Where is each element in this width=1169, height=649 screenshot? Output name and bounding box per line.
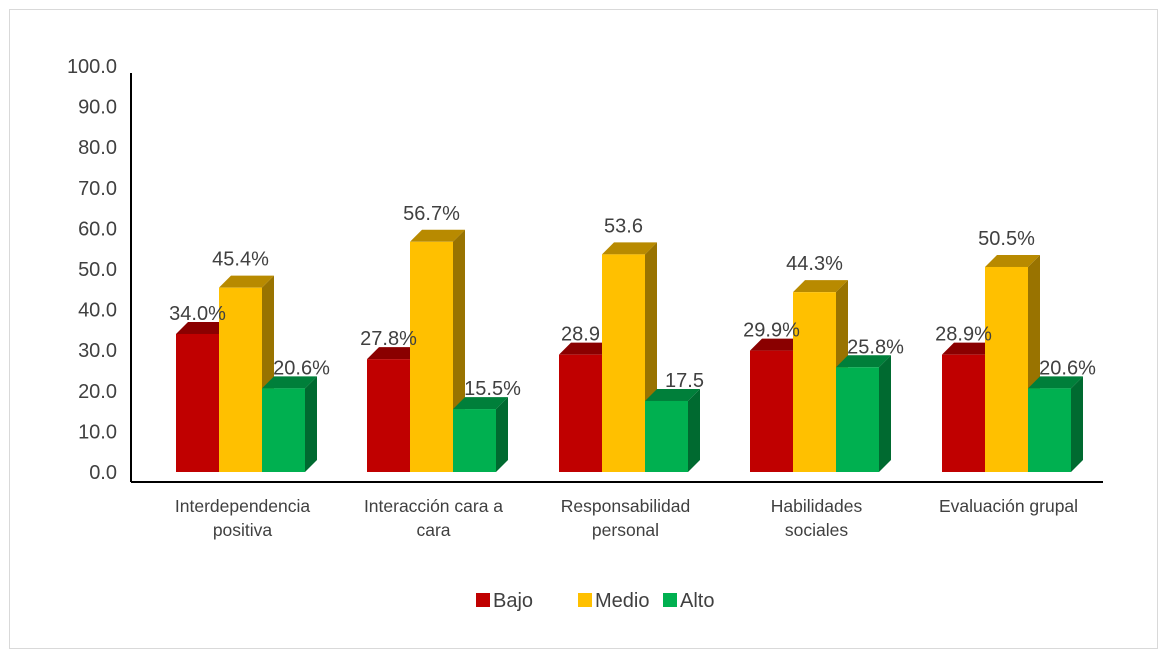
bar-side-face xyxy=(1071,376,1083,472)
y-axis-ticks: 0.0 10.0 20.0 30.0 40.0 50.0 60.0 70.0 80.0 90.0 1… xyxy=(67,56,117,484)
y-tick-label: 90.0 xyxy=(78,97,117,119)
y-tick-label: 80.0 xyxy=(78,137,117,159)
bar-top-face xyxy=(793,280,848,293)
data-label: 20.6% xyxy=(273,357,330,379)
data-label: 34.0% xyxy=(169,303,226,325)
bar-medio xyxy=(410,229,465,472)
bar-alto xyxy=(1028,376,1083,472)
bar-front-face xyxy=(410,241,453,472)
bar-alto xyxy=(645,388,700,472)
bar-front-face xyxy=(367,359,410,472)
bar-chart: 0.0 10.0 20.0 30.0 40.0 50.0 60.0 70.0 80.0 90.0 1… xyxy=(67,56,1103,612)
data-label: 20.6% xyxy=(1039,357,1096,379)
data-label: 27.8% xyxy=(360,328,417,350)
bar-front-face xyxy=(453,409,496,472)
bar-front-face xyxy=(1028,388,1071,472)
y-tick-label: 30.0 xyxy=(78,340,117,362)
legend-label: Medio xyxy=(595,590,649,612)
bar-front-face xyxy=(645,400,688,472)
legend: Bajo Medio Alto xyxy=(476,590,714,612)
bars xyxy=(176,229,1083,472)
category-label: Evaluación grupal xyxy=(939,496,1078,516)
y-tick-label: 100.0 xyxy=(67,56,117,78)
data-label: 45.4% xyxy=(212,249,269,271)
bar-top-face xyxy=(836,355,891,368)
bar-front-face xyxy=(836,367,879,472)
category-label: Interacción cara a xyxy=(364,496,503,516)
data-label: 15.5% xyxy=(464,378,521,400)
x-axis-categories: Interdependencia positiva Interacción cara… xyxy=(175,496,1078,540)
bar-top-face xyxy=(176,321,231,334)
bar-alto xyxy=(262,376,317,472)
bar-top-face xyxy=(262,376,317,389)
bar-side-face xyxy=(688,388,700,472)
y-tick-label: 0.0 xyxy=(89,462,117,484)
category-label: personal xyxy=(592,520,659,540)
y-tick-label: 50.0 xyxy=(78,259,117,281)
category-label: cara xyxy=(416,520,450,540)
axes xyxy=(130,73,1103,483)
data-label: 29.9% xyxy=(743,320,800,342)
category-label: Responsabilidad xyxy=(561,496,690,516)
bar-medio xyxy=(985,254,1040,472)
legend-swatch xyxy=(663,593,677,607)
bar-top-face xyxy=(367,347,422,360)
y-tick-label: 40.0 xyxy=(78,300,117,322)
legend-swatch xyxy=(578,593,592,607)
category-label: sociales xyxy=(785,520,848,540)
legend-label: Alto xyxy=(680,590,714,612)
data-label: 56.7% xyxy=(403,203,460,225)
bar-front-face xyxy=(602,254,645,472)
category-label: Interdependencia xyxy=(175,496,311,516)
y-tick-label: 70.0 xyxy=(78,178,117,200)
chart-frame: 0.0 10.0 20.0 30.0 40.0 50.0 60.0 70.0 80.0 90.0 1… xyxy=(9,9,1158,649)
bar-front-face xyxy=(219,287,262,472)
bar-front-face xyxy=(750,350,793,472)
bar-front-face xyxy=(559,354,602,472)
bar-top-face xyxy=(750,338,805,351)
category-label: Habilidades xyxy=(771,496,863,516)
bar-top-face xyxy=(559,342,614,355)
bar-front-face xyxy=(262,388,305,472)
bar-front-face xyxy=(793,292,836,472)
category-label: positiva xyxy=(213,520,273,540)
bar-front-face xyxy=(176,333,219,472)
bar-top-face xyxy=(219,275,274,288)
bar-side-face xyxy=(879,355,891,472)
bar-side-face xyxy=(305,376,317,472)
bar-front-face xyxy=(985,266,1028,472)
bar-top-face xyxy=(1028,376,1083,389)
legend-label: Bajo xyxy=(493,590,533,612)
data-label: 28.9 xyxy=(561,324,600,346)
bar-alto xyxy=(836,355,891,472)
data-label: 50.5% xyxy=(978,228,1035,250)
bar-top-face xyxy=(942,342,997,355)
y-tick-label: 20.0 xyxy=(78,381,117,403)
bar-top-face xyxy=(645,388,700,401)
bar-top-face xyxy=(453,397,508,410)
data-label: 44.3% xyxy=(786,253,843,275)
data-label: 53.6 xyxy=(604,215,643,237)
bar-alto xyxy=(453,397,508,472)
bar-top-face xyxy=(985,254,1040,267)
data-labels: 34.0% 45.4% 20.6% 27.8% 56.7% 15.5% 28.9 53.6 17… xyxy=(169,203,1096,400)
data-label: 28.9% xyxy=(935,324,992,346)
bar-top-face xyxy=(410,229,465,242)
bar-side-face xyxy=(496,397,508,472)
data-label: 25.8% xyxy=(847,336,904,358)
data-label: 17.5 xyxy=(665,370,704,392)
bar-medio xyxy=(219,275,274,472)
bar-top-face xyxy=(602,242,657,255)
legend-swatch xyxy=(476,593,490,607)
y-tick-label: 60.0 xyxy=(78,218,117,240)
bar-front-face xyxy=(942,354,985,472)
y-tick-label: 10.0 xyxy=(78,421,117,443)
